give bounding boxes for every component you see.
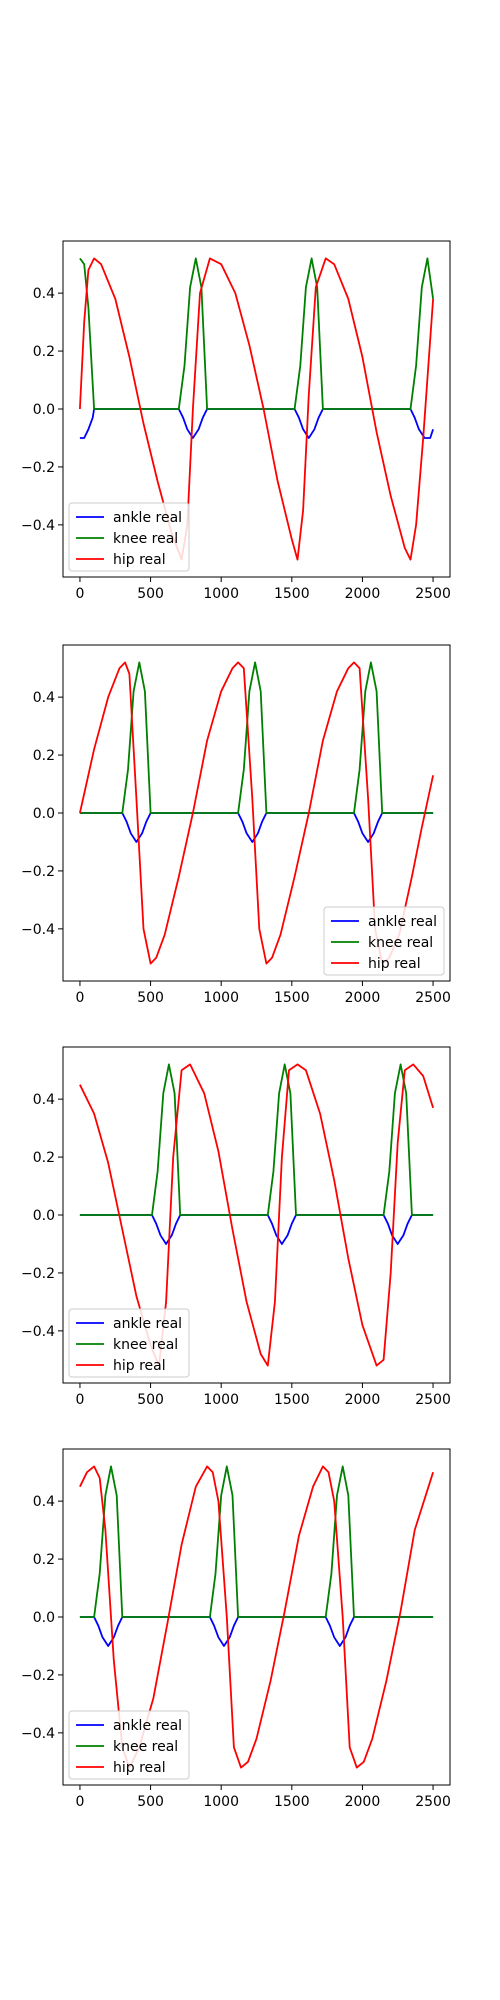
series-line-knee-real [79,1465,434,1618]
x-tick-label: 1000 [203,1794,239,1810]
x-tick-label: 2000 [345,990,381,1006]
y-tick-label: 0.0 [33,1610,55,1626]
x-tick-label: 1000 [203,586,239,602]
y-tick-label: −0.4 [21,1324,55,1340]
legend-label: hip real [113,1358,166,1374]
legend: ankle real knee real hip real [323,906,445,976]
series-line-ankle-real [79,812,434,843]
y-tick-label: −0.2 [21,864,55,880]
x-tick-label: 2500 [415,586,451,602]
legend: ankle real knee real hip real [68,1710,190,1780]
x-tick-label: 2000 [345,586,381,602]
x-tick-label: 500 [137,1794,164,1810]
legend-box [323,906,445,976]
plot-area [79,257,434,561]
chart-panel-2: 0 500 1000 1500 2000 2500 −0.4 −0.2 0.0 0.2 0.4 ank… [21,644,451,1006]
legend-label: ankle real [113,1718,182,1734]
y-tick-label: −0.4 [21,922,55,938]
x-tick-label: 0 [75,586,84,602]
legend-label: knee real [113,1337,178,1353]
x-tick-label: 1500 [274,586,310,602]
legend: ankle real knee real hip real [68,1308,190,1378]
series-line-ankle-real [79,408,434,439]
y-tick-label: −0.4 [21,518,55,534]
y-tick-label: 0.0 [33,806,55,822]
x-tick-label: 500 [137,1392,164,1408]
y-tick-label: 0.2 [33,344,55,360]
y-tick-label: 0.2 [33,748,55,764]
series-line-ankle-real [79,1214,434,1245]
y-tick-label: 0.4 [33,1494,55,1510]
y-tick-label: −0.4 [21,1726,55,1742]
legend-label: ankle real [368,914,437,930]
y-tick-label: −0.2 [21,1668,55,1684]
x-tick-label: 2000 [345,1392,381,1408]
legend: ankle real knee real hip real [68,502,190,572]
x-tick-label: 1500 [274,1794,310,1810]
x-tick-label: 0 [75,1794,84,1810]
series-line-knee-real [79,1063,434,1216]
series-line-knee-real [79,257,434,410]
legend-box [68,1710,190,1780]
y-tick-label: −0.2 [21,460,55,476]
chart-panel-4: 0 500 1000 1500 2000 2500 −0.4 −0.2 0.0 0.2 0.4 ank… [21,1448,451,1810]
legend-label: ankle real [113,510,182,526]
y-tick-label: 0.0 [33,402,55,418]
legend-box [68,1308,190,1378]
y-tick-label: 0.4 [33,286,55,302]
legend-label: hip real [368,956,421,972]
x-tick-label: 2500 [415,990,451,1006]
legend-label: hip real [113,552,166,568]
chart-panel-3: 0 500 1000 1500 2000 2500 −0.4 −0.2 0.0 0.2 0.4 ank… [21,1046,451,1408]
legend-box [68,502,190,572]
x-tick-label: 500 [137,990,164,1006]
x-tick-label: 500 [137,586,164,602]
y-tick-label: 0.4 [33,690,55,706]
x-tick-label: 1000 [203,1392,239,1408]
y-tick-label: 0.0 [33,1208,55,1224]
chart-panel-1: 0 500 1000 1500 2000 2500 −0.4 −0.2 0.0 0.2 0.4 ank… [21,240,451,602]
series-line-ankle-real [79,1616,434,1647]
x-tick-label: 0 [75,1392,84,1408]
x-tick-label: 1500 [274,990,310,1006]
legend-label: knee real [113,531,178,547]
y-tick-label: 0.4 [33,1092,55,1108]
x-tick-label: 2000 [345,1794,381,1810]
y-tick-label: 0.2 [33,1150,55,1166]
x-tick-label: 1500 [274,1392,310,1408]
legend-label: knee real [368,935,433,951]
x-tick-label: 0 [75,990,84,1006]
series-line-hip-real [79,257,434,561]
legend-label: hip real [113,1760,166,1776]
y-tick-label: 0.2 [33,1552,55,1568]
y-tick-label: −0.2 [21,1266,55,1282]
x-tick-label: 2500 [415,1794,451,1810]
x-tick-label: 2500 [415,1392,451,1408]
series-line-knee-real [79,661,434,814]
x-tick-label: 1000 [203,990,239,1006]
legend-label: knee real [113,1739,178,1755]
legend-label: ankle real [113,1316,182,1332]
